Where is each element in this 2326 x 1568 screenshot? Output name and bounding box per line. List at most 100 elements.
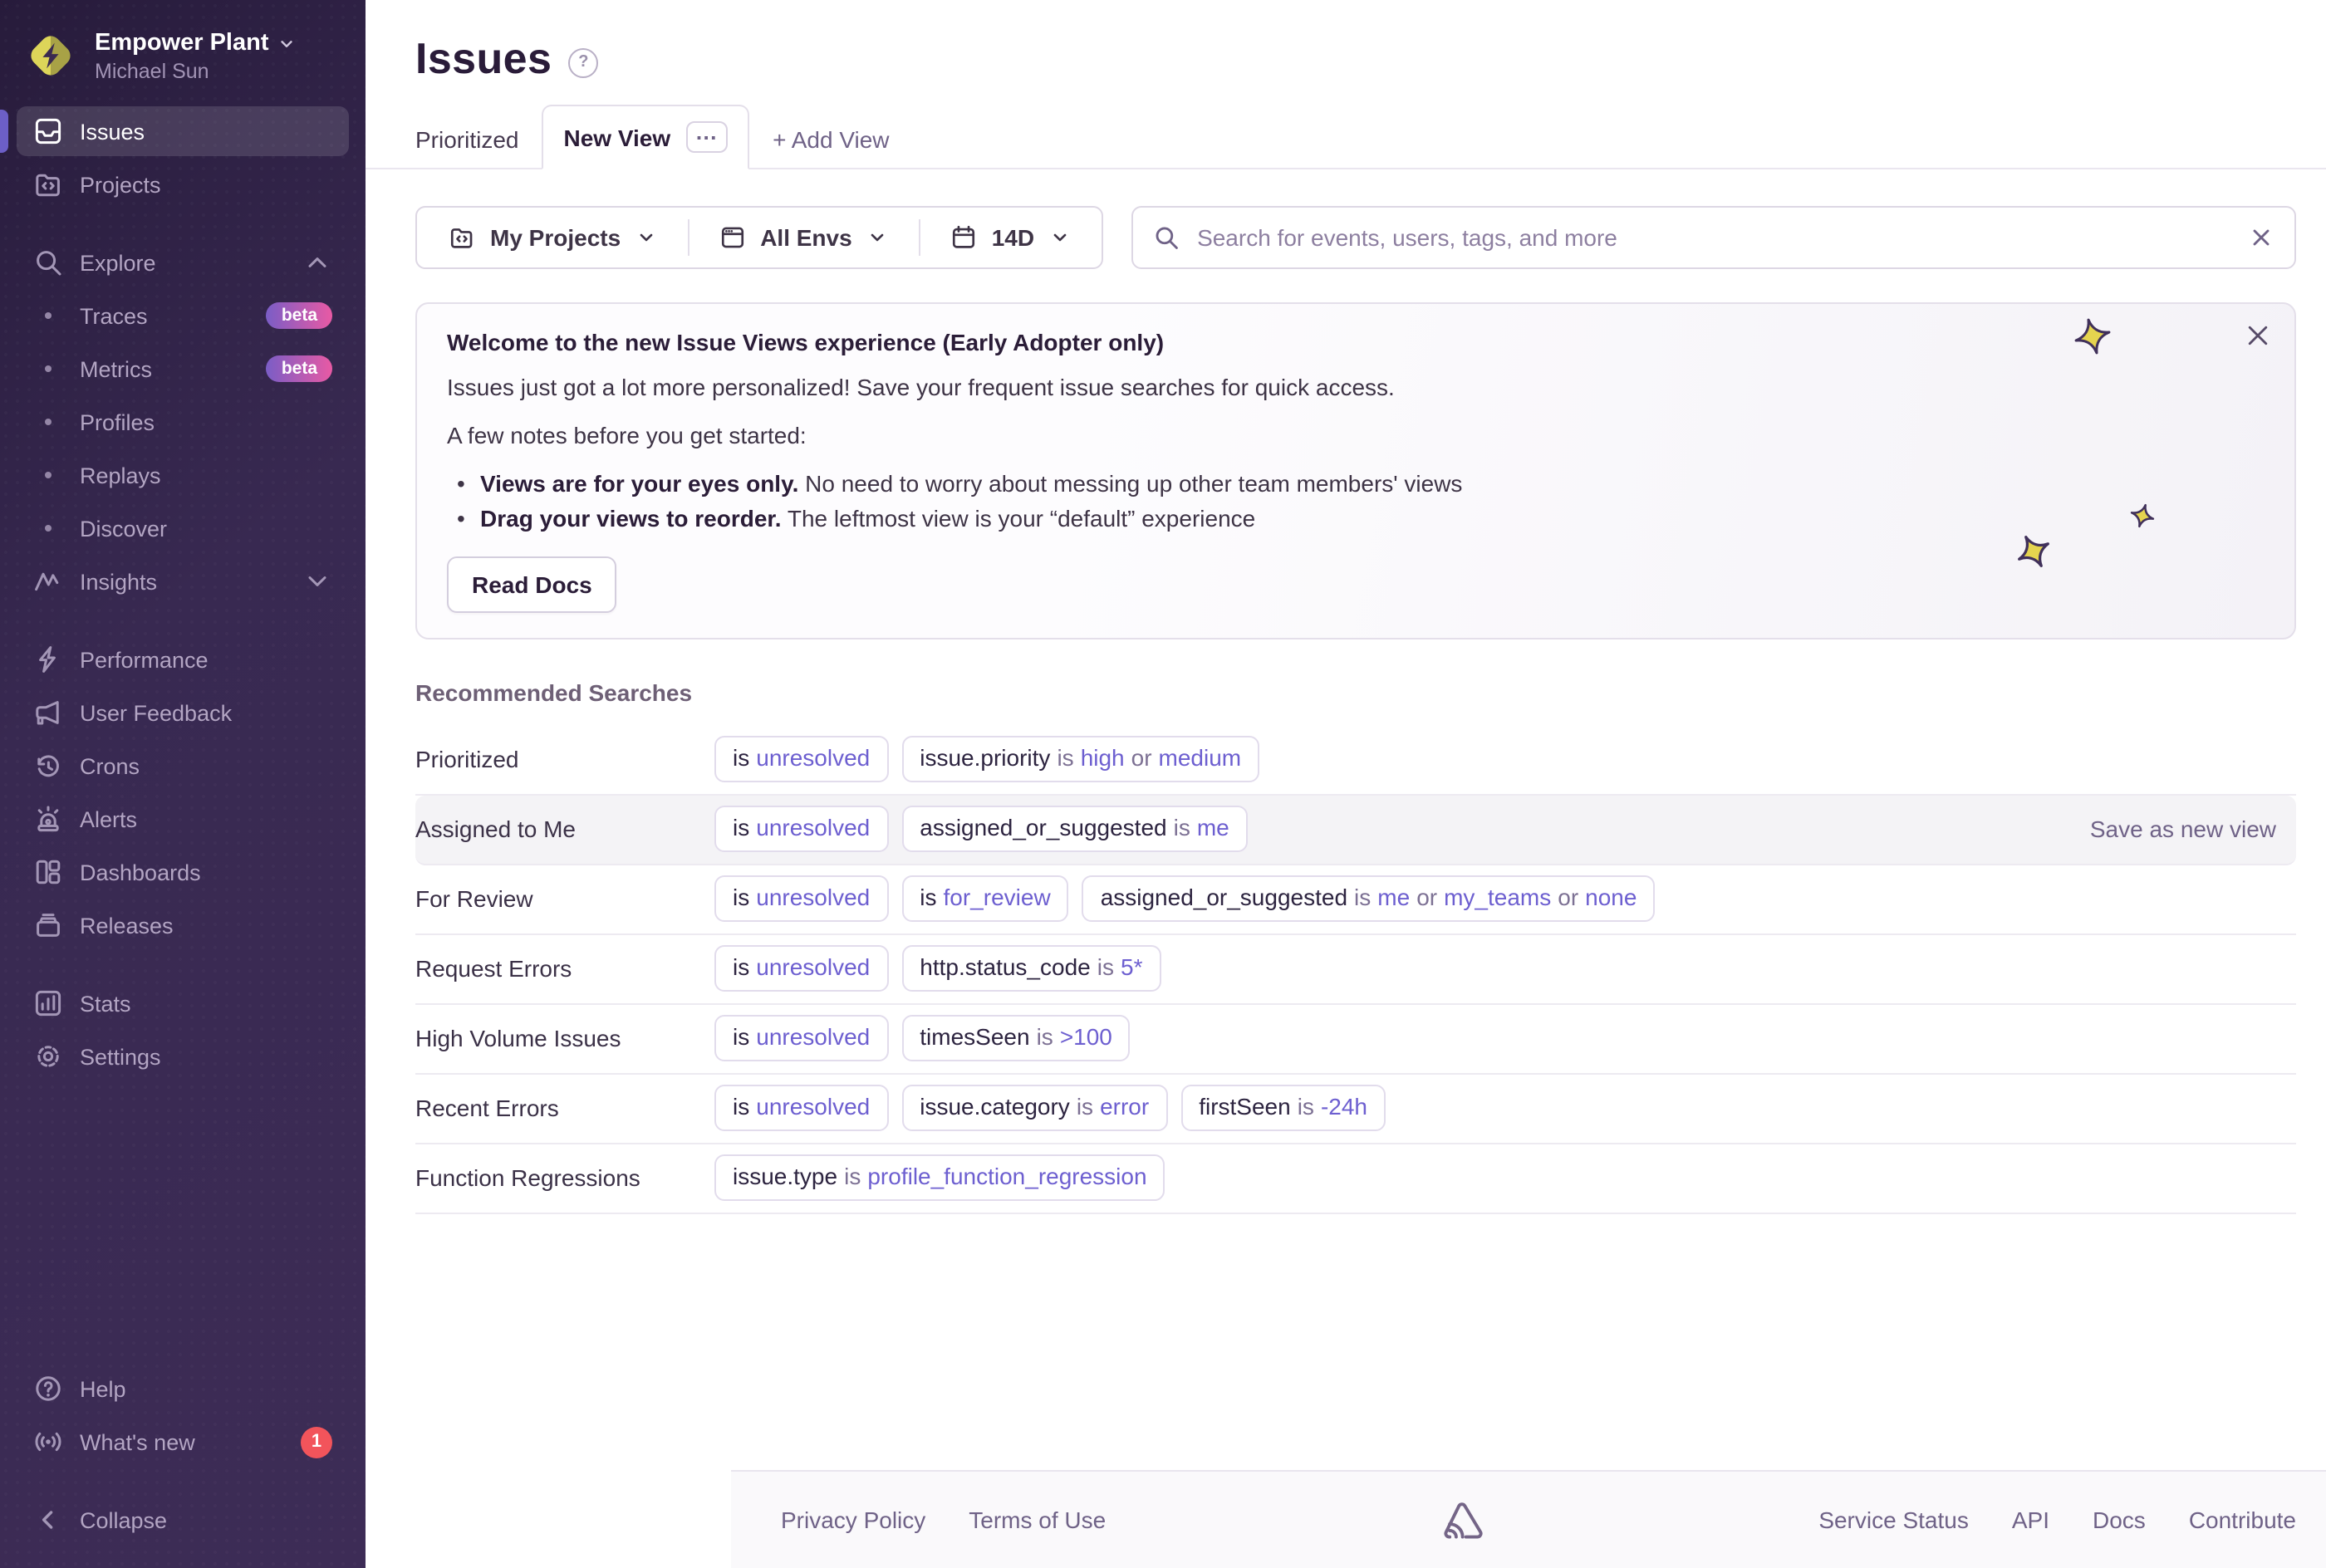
sidebar-item-replays[interactable]: Replays [17,450,349,500]
query-tag-part: is [1036,1023,1053,1051]
sidebar-item-alerts[interactable]: Alerts [17,794,349,844]
sidebar-item-projects[interactable]: Projects [17,159,349,209]
bullet-dot [33,525,63,532]
close-banner-icon[interactable] [2245,322,2271,349]
footer-link-privacy-policy[interactable]: Privacy Policy [781,1507,926,1533]
sidebar-item-label: Profiles [80,409,155,434]
search-icon [1152,224,1179,251]
query-tag-part: is [920,884,937,911]
query-tag: assigned_or_suggested is me or my_teams or non… [1082,875,1656,922]
page-filters: My Projects All Envs [415,206,1103,269]
bullet-dot [33,472,63,478]
footer-link-api[interactable]: API [2011,1507,2049,1533]
sidebar-item-settings[interactable]: Settings [17,1031,349,1081]
sidebar-item-performance[interactable]: Performance [17,635,349,684]
query-tag: issue.category is error [901,1085,1168,1131]
sidebar-item-traces[interactable]: Traces beta [17,291,349,341]
clear-search-icon[interactable] [2248,224,2274,251]
sidebar: Empower Plant Michael Sun Issues Projects… [0,0,366,1568]
sidebar-item-label: User Feedback [80,700,233,725]
sidebar-collapse-button[interactable]: Collapse [17,1495,349,1545]
recommended-row-label: Recent Errors [415,1095,559,1122]
recommended-row-label: For Review [415,885,533,913]
page-footer: Privacy Policy Terms of Use Service Statu… [731,1470,2326,1568]
sidebar-item-label: Settings [80,1044,161,1069]
sidebar-item-issues[interactable]: Issues [0,106,349,156]
sidebar-item-user-feedback[interactable]: User Feedback [17,688,349,737]
sidebar-item-insights[interactable]: Insights [17,556,349,606]
environment-filter-label: All Envs [760,224,852,251]
query-tag-part: issue.type [733,1163,838,1190]
query-tag-part: my_teams [1444,884,1552,911]
read-docs-button[interactable]: Read Docs [447,556,617,613]
recommended-row-high-volume-issues[interactable]: High Volume Issues is unresolved timesSeen i… [415,1004,2296,1075]
query-tag-part: or [1416,884,1438,911]
sidebar-item-metrics[interactable]: Metrics beta [17,344,349,394]
sidebar-item-crons[interactable]: Crons [17,741,349,791]
siren-icon [33,804,63,834]
sidebar-item-label: Explore [80,250,156,275]
query-tag-part: profile_function_regression [867,1163,1147,1190]
sidebar-item-label: Projects [80,172,161,197]
recommended-row-recent-errors[interactable]: Recent Errors is unresolved issue.category i… [415,1074,2296,1144]
projects-icon [33,169,63,199]
sidebar-item-profiles[interactable]: Profiles [17,397,349,447]
query-tag-part: is [733,1023,750,1051]
query-tag-part: issue.priority [920,744,1051,772]
search-bar [1131,206,2296,269]
tab-prioritized[interactable]: Prioritized [392,111,542,168]
recommended-row-for-review[interactable]: For Review is unresolved is for_review assign… [415,865,2296,935]
recommended-row-request-errors[interactable]: Request Errors is unresolved http.status_co… [415,934,2296,1005]
date-range-filter[interactable]: 14D [918,208,1101,267]
query-tag: issue.priority is high or medium [901,736,1260,782]
tab-overflow-menu-icon[interactable]: ⋯ [685,121,729,153]
sidebar-item-stats[interactable]: Stats [17,978,349,1028]
footer-link-service-status[interactable]: Service Status [1818,1507,1969,1533]
sidebar-item-label: Insights [80,569,158,594]
org-switcher[interactable]: Empower Plant Michael Sun [0,0,366,105]
tab-label: + Add View [773,126,890,153]
footer-link-terms-of-use[interactable]: Terms of Use [969,1507,1107,1533]
page-title: Issues [415,33,552,83]
sidebar-item-whats-new[interactable]: What's new 1 [17,1417,349,1467]
query-tags: is unresolved issue.category is error firstSe… [714,1085,1386,1131]
calendar-icon [950,224,977,251]
chevron-down-icon [277,33,296,51]
sidebar-item-releases[interactable]: Releases [17,900,349,950]
sidebar-item-help[interactable]: Help [17,1364,349,1414]
query-tag-part: is [1076,1093,1094,1120]
query-tag: is unresolved [714,945,889,992]
clock-icon [33,751,63,781]
query-tag: firstSeen is -24h [1180,1085,1386,1131]
footer-link-docs[interactable]: Docs [2093,1507,2146,1533]
sidebar-item-dashboards[interactable]: Dashboards [17,847,349,897]
recommended-row-prioritized[interactable]: Prioritized is unresolved issue.priority is h… [415,725,2296,796]
chevron-down-icon [635,228,655,247]
filter-bar: My Projects All Envs [415,206,2296,269]
tab-add-view[interactable]: + Add View [749,111,912,168]
query-tag-part: me [1377,884,1411,911]
recommended-row-assigned-to-me[interactable]: Assigned to Me is unresolved assigned_or_su… [415,795,2296,865]
query-tag-part: is [1097,953,1114,981]
sidebar-item-label: Crons [80,753,140,778]
page-help-icon[interactable]: ? [568,47,599,77]
save-as-new-view-button[interactable]: Save as new view [2089,816,2276,843]
environment-filter[interactable]: All Envs [687,208,919,267]
query-tag-part: is [733,744,750,772]
recommended-row-label: Assigned to Me [415,816,576,843]
query-tag-part: error [1100,1093,1150,1120]
releases-icon [33,910,63,940]
search-input[interactable] [1194,223,2233,252]
query-tag: is unresolved [714,1085,889,1131]
sidebar-item-label: Discover [80,516,168,541]
footer-link-contribute[interactable]: Contribute [2188,1507,2296,1533]
query-tag-part: is [1297,1093,1314,1120]
query-tag-part: unresolved [756,1093,871,1120]
tab-new-view[interactable]: New View ⋯ [542,105,750,169]
sidebar-item-explore[interactable]: Explore [17,238,349,287]
sidebar-item-discover[interactable]: Discover [17,503,349,553]
recommended-row-function-regressions[interactable]: Function Regressions issue.type is profile_… [415,1144,2296,1214]
stats-icon [33,988,63,1018]
projects-filter[interactable]: My Projects [417,208,687,267]
